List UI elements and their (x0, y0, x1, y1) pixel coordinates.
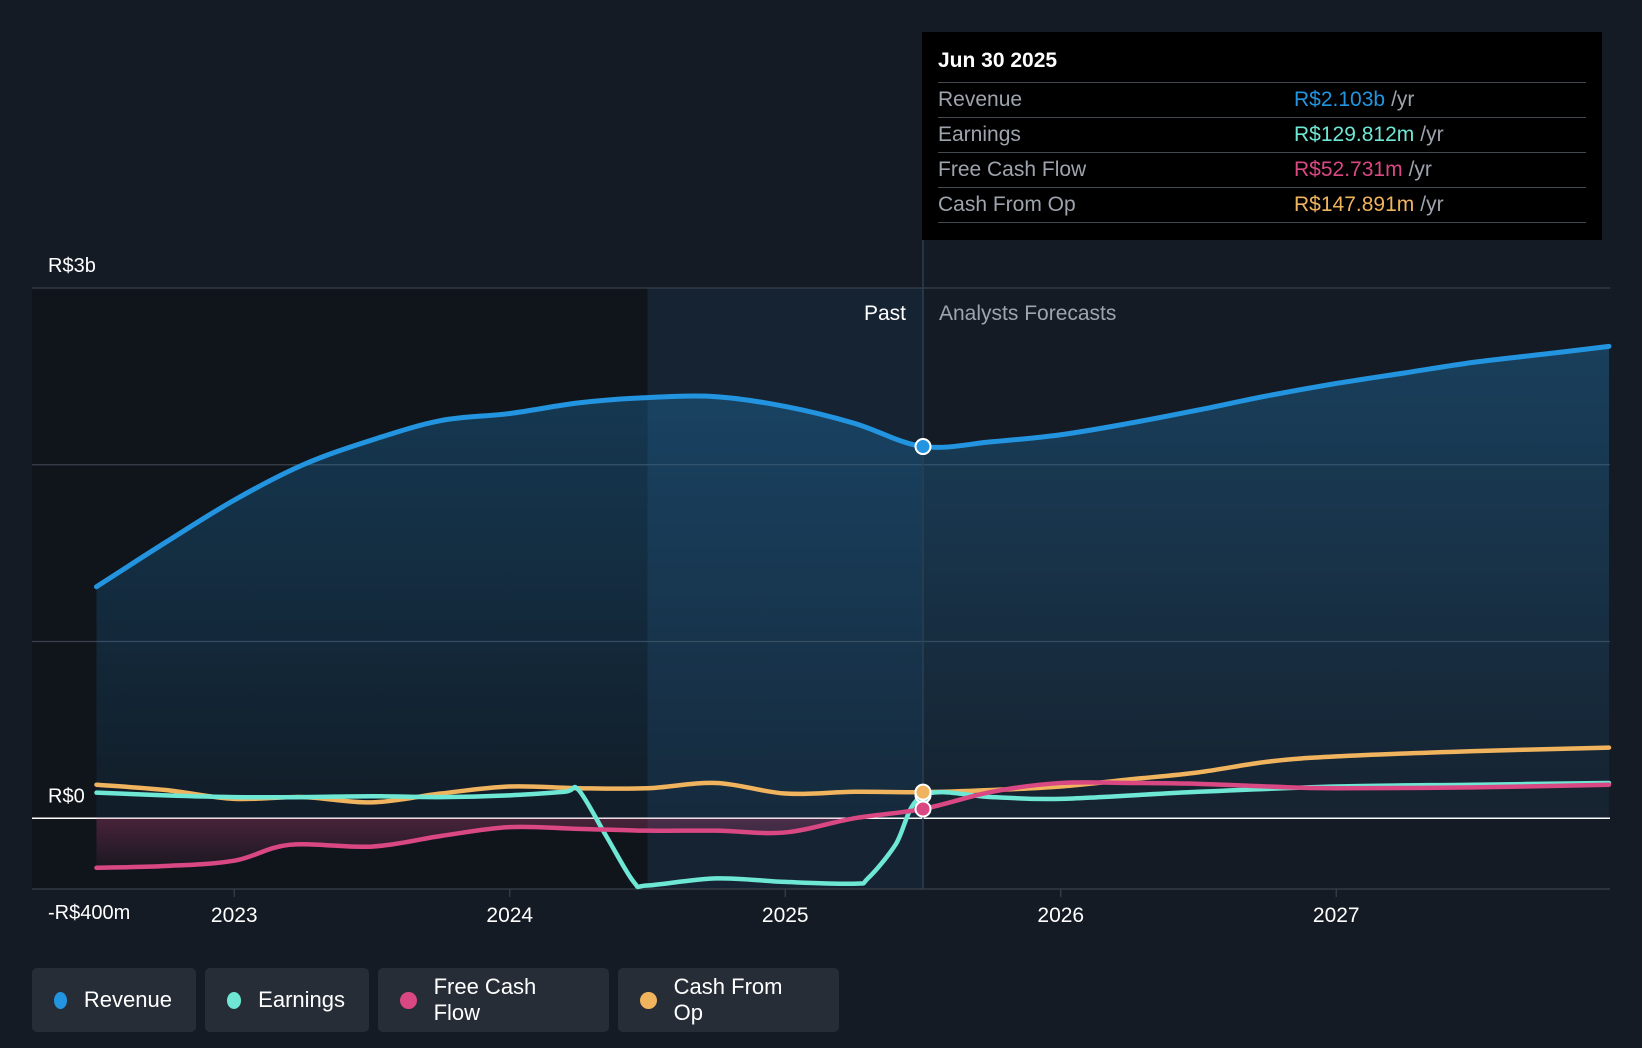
legend-label: Cash From Op (673, 974, 783, 1025)
tooltip-row-revenue: Revenue R$2.103b /yr (938, 83, 1586, 118)
legend-item-cash-from-op[interactable]: Cash From Op (618, 968, 839, 1032)
x-tick-label: 2025 (762, 904, 809, 927)
x-tick-label: 2023 (211, 904, 258, 927)
tooltip-label: Free Cash Flow (938, 158, 1087, 181)
tooltip-row-free-cash-flow: Free Cash Flow R$52.731m /yr (938, 153, 1586, 188)
revenue-line (94, 343, 1612, 590)
tooltip-value: R$52.731m (1294, 158, 1403, 181)
x-tick-label: 2027 (1313, 904, 1360, 927)
tooltip-label: Cash From Op (938, 193, 1076, 216)
y-tick-label: R$3b (48, 255, 96, 277)
tooltip-value: R$129.812m (1294, 123, 1415, 146)
past-label: Past (864, 302, 906, 325)
tooltip-unit: /yr (1391, 88, 1415, 111)
cash-from-op-dot-icon (640, 991, 657, 1009)
legend-item-revenue[interactable]: Revenue (32, 968, 196, 1032)
tooltip-row-cash-from-op: Cash From Op R$147.891m /yr (938, 188, 1586, 223)
tooltip-date: Jun 30 2025 (938, 46, 1586, 83)
tooltip-value: R$147.891m (1294, 193, 1415, 216)
revenue-dot-icon (54, 991, 67, 1009)
x-tick-label: 2026 (1037, 904, 1084, 927)
free-cash-flow-line (94, 780, 1612, 871)
legend: Revenue Earnings Free Cash Flow Cash Fro… (32, 968, 839, 1032)
legend-item-free-cash-flow[interactable]: Free Cash Flow (378, 968, 609, 1032)
tooltip-label: Revenue (938, 88, 1023, 111)
cash-from-op-line (94, 745, 1612, 805)
x-tick-label: 2024 (486, 904, 533, 927)
tooltip-row-earnings: Earnings R$129.812m /yr (938, 118, 1586, 153)
tooltip: Jun 30 2025 Revenue R$2.103b /yr Earning… (922, 32, 1602, 240)
revenue-marker (914, 438, 932, 456)
legend-item-earnings[interactable]: Earnings (205, 968, 369, 1032)
free-cash-flow-marker (914, 800, 932, 818)
earnings-line (94, 780, 1612, 890)
revenue-area (96, 346, 1609, 819)
tooltip-unit: /yr (1408, 158, 1432, 181)
legend-label: Earnings (258, 987, 345, 1012)
y-tick-label: -R$400m (48, 902, 130, 924)
legend-label: Free Cash Flow (433, 974, 537, 1025)
y-tick-label: R$0 (48, 785, 85, 807)
forecast-label: Analysts Forecasts (939, 302, 1116, 325)
legend-label: Revenue (83, 987, 172, 1012)
tooltip-unit: /yr (1420, 193, 1444, 216)
tooltip-label: Earnings (938, 123, 1021, 146)
cash-from-op-marker (914, 783, 932, 801)
free-cash-flow-dot-icon (400, 991, 417, 1009)
tooltip-value: R$2.103b (1294, 88, 1386, 111)
tooltip-unit: /yr (1420, 123, 1444, 146)
earnings-dot-icon (227, 991, 242, 1009)
